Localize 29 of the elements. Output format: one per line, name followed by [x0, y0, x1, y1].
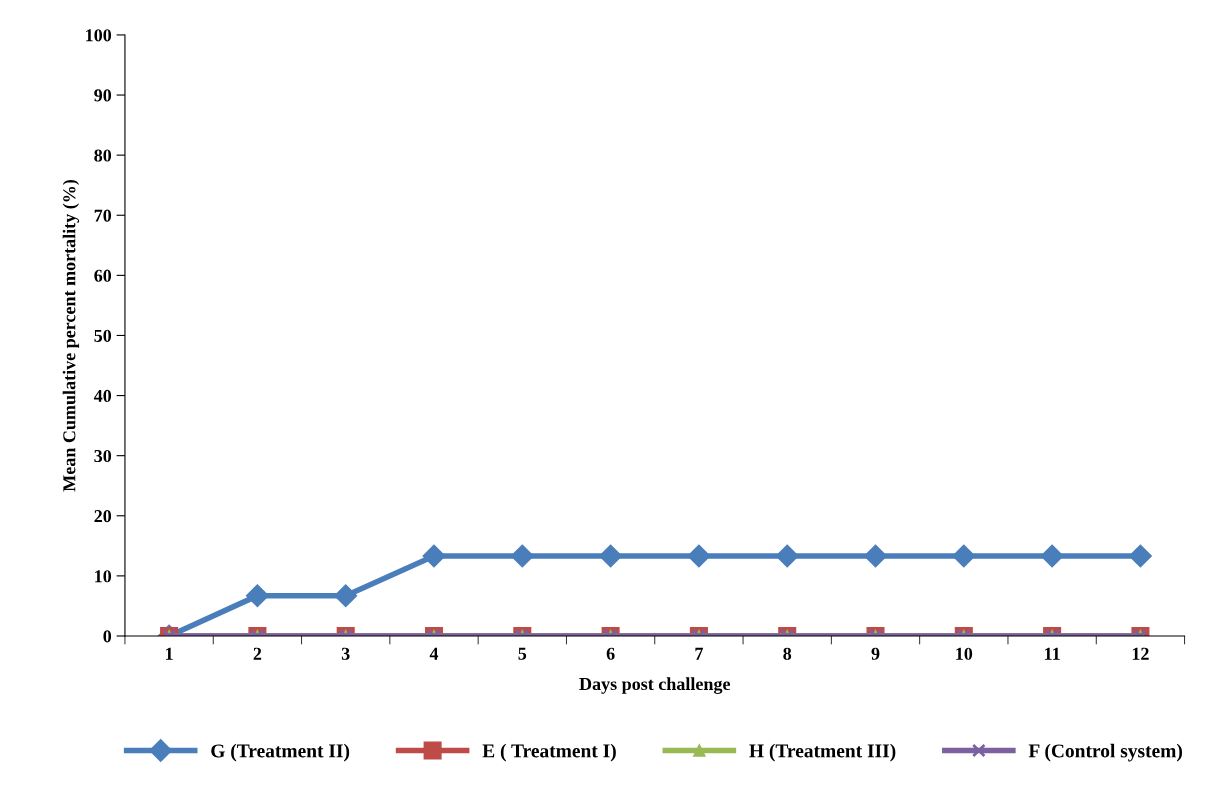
y-tick-label: 30 [94, 449, 112, 463]
y-tick-label: 90 [94, 89, 112, 102]
y-axis-title: Mean Cumulative percent mortality (%) [62, 179, 80, 492]
x-tick-label: 2 [253, 647, 262, 660]
x-tick-label: 3 [341, 647, 350, 660]
legend-label: E ( Treatment I) [482, 743, 616, 762]
y-tick-label: 0 [103, 630, 112, 643]
y-tick-label: 60 [94, 269, 112, 282]
x-tick-label: 6 [606, 647, 615, 660]
y-tick-label: 10 [95, 570, 112, 583]
y-tick-label: 80 [94, 149, 112, 162]
y-tick-label: 70 [94, 209, 112, 222]
x-tick-label: 1 [166, 647, 173, 660]
y-tick-label: 20 [94, 510, 112, 523]
x-tick-label: 7 [695, 647, 703, 660]
x-tick-label: 9 [871, 647, 880, 660]
x-tick-label: 11 [1045, 647, 1060, 660]
legend-label: G (Treatment II) [211, 743, 350, 762]
x-tick-label: 12 [1132, 647, 1149, 660]
x-tick-label: 8 [783, 647, 792, 660]
x-tick-label: 10 [956, 647, 973, 660]
x-tick-label: 5 [518, 647, 527, 660]
legend-label: H (Treatment III) [749, 743, 896, 762]
legend-label: F (Control system) [1028, 743, 1183, 762]
y-tick-label: 50 [94, 329, 112, 342]
y-tick-label: 100 [86, 29, 112, 42]
x-tick-label: 4 [429, 647, 439, 660]
y-tick-label: 40 [93, 389, 112, 403]
x-axis-title: Days post challenge [579, 677, 731, 694]
